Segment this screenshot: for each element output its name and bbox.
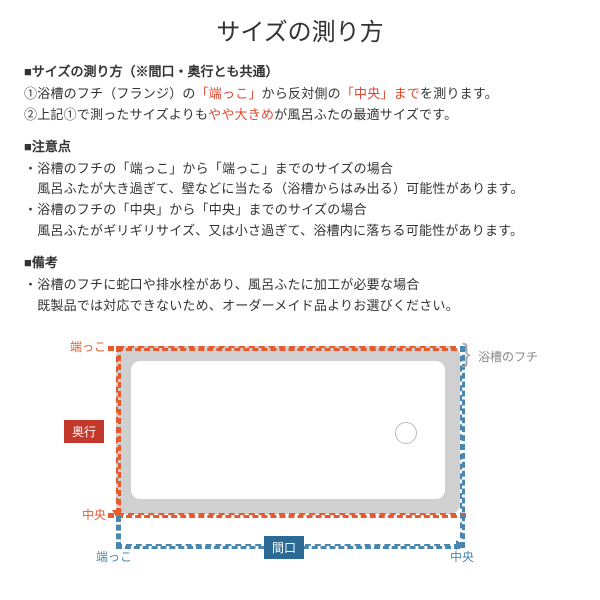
highlight-bigger: やや大きめ: [208, 107, 274, 122]
brace-icon: }: [462, 338, 471, 369]
text: から反対側の: [262, 86, 341, 101]
howto-line1: ①浴槽のフチ（フランジ）の「端っこ」から反対側の「中央」までを測ります。: [24, 84, 576, 105]
label-center-h: 中央: [450, 548, 474, 565]
label-edge-top: 端っこ: [70, 338, 106, 355]
dashline-top: [108, 346, 466, 351]
label-center-v: 中央: [82, 506, 106, 523]
caution-l4: 風呂ふたがギリギリサイズ、又は小さ過ぎて、浴槽内に落ちる可能性があります。: [24, 221, 576, 242]
caution-l3: ・浴槽のフチの「中央」から「中央」までのサイズの場合: [24, 200, 576, 221]
note-l1: ・浴槽のフチに蛇口や排水栓があり、風呂ふたに加工が必要な場合: [24, 275, 576, 296]
text: が風呂ふたの最適サイズです。: [274, 107, 457, 122]
text: ②上記①で測ったサイズよりも: [24, 107, 208, 122]
dashline-left: [116, 346, 121, 514]
label-edge-bottom: 端っこ: [96, 548, 132, 565]
highlight-center: 「中央」: [341, 86, 394, 101]
bathtub-inner: [130, 360, 446, 500]
heading-howto: ■サイズの測り方（※間口・奥行とも共通）: [24, 61, 576, 80]
dashline-b-right: [460, 346, 465, 548]
drain-icon: [395, 422, 417, 444]
axis-depth-badge: 奥行: [64, 420, 104, 443]
heading-caution: ■注意点: [24, 136, 576, 155]
label-rim: 浴槽のフチ: [478, 348, 538, 365]
bathtub-rim: [116, 346, 460, 514]
highlight-made: まで: [394, 86, 420, 101]
text: ①浴槽のフチ（フランジ）の: [24, 86, 196, 101]
caution-l1: ・浴槽のフチの「端っこ」から「端っこ」までのサイズの場合: [24, 159, 576, 180]
text: を測ります。: [420, 86, 498, 101]
heading-note: ■備考: [24, 252, 576, 271]
axis-width-badge: 間口: [264, 536, 304, 559]
dashline-mid: [108, 513, 466, 518]
highlight-edge: 「端っこ」: [196, 86, 262, 101]
page-title: サイズの測り方: [24, 12, 576, 47]
caution-l2: 風呂ふたが大き過ぎて、壁などに当たる（浴槽からはみ出る）可能性があります。: [24, 179, 576, 200]
note-l2: 既製品では対応できないため、オーダーメイド品よりお選びください。: [24, 296, 576, 317]
howto-line2: ②上記①で測ったサイズよりもやや大きめが風呂ふたの最適サイズです。: [24, 105, 576, 126]
diagram: 端っこ 中央 端っこ 中央 } 浴槽のフチ 奥行 間口: [64, 332, 544, 562]
